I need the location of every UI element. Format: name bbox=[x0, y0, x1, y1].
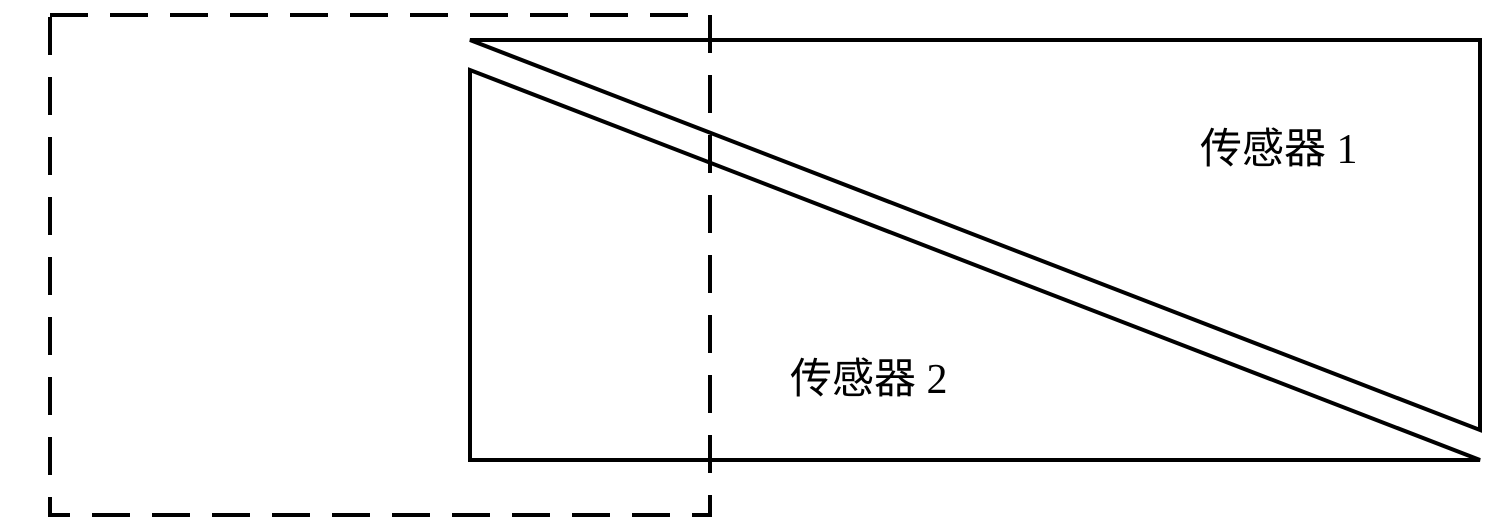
diagram-canvas bbox=[0, 0, 1504, 532]
sensor-2-label: 传感器 2 bbox=[790, 345, 948, 406]
dashed-rectangle bbox=[50, 15, 710, 515]
sensor-1-triangle bbox=[470, 40, 1480, 430]
sensor-1-label: 传感器 1 bbox=[1200, 115, 1358, 176]
